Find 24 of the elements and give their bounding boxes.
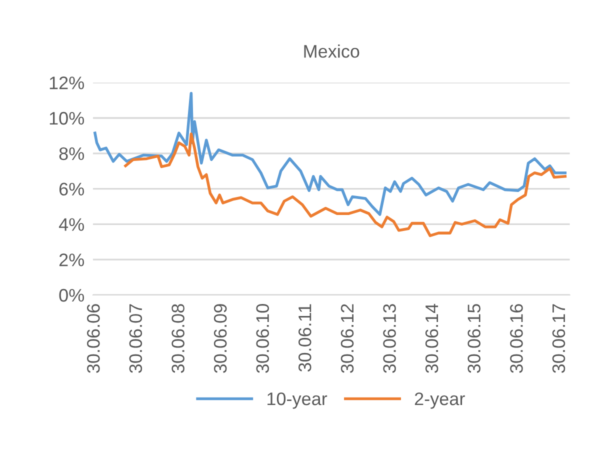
- chart-title: Mexico: [304, 44, 360, 58]
- x-tick-label: 30.06.11: [298, 304, 312, 372]
- x-tick-label: 30.06.13: [383, 304, 396, 373]
- line-series: [94, 92, 567, 216]
- x-tick-label: 30.06.10: [256, 304, 269, 373]
- y-tick-label: 8%: [59, 147, 84, 160]
- x-tick-label: 30.06.08: [172, 304, 184, 373]
- x-tick-label: 30.06.14: [425, 304, 438, 373]
- y-tick-label: 10%: [50, 112, 84, 125]
- x-tick-label: 30.06.17: [552, 304, 566, 373]
- x-tick-label: 30.06.09: [214, 304, 227, 373]
- y-tick-label: 12%: [50, 76, 84, 90]
- legend-label: 2-year: [414, 392, 465, 409]
- x-tick-label: 30.06.07: [129, 304, 142, 373]
- legend-label: 10-year: [268, 392, 328, 409]
- x-tick-label: 30.06.06: [87, 304, 100, 373]
- y-tick-label: 0%: [59, 288, 84, 302]
- y-tick-label: 4%: [58, 218, 84, 231]
- y-tick-label: 6%: [59, 182, 84, 196]
- x-tick-label: 30.06.15: [468, 304, 480, 373]
- y-tick-label: 2%: [59, 254, 84, 266]
- line-series: [124, 132, 567, 238]
- x-tick-label: 30.06.12: [340, 304, 354, 373]
- x-tick-label: 30.06.16: [510, 304, 523, 373]
